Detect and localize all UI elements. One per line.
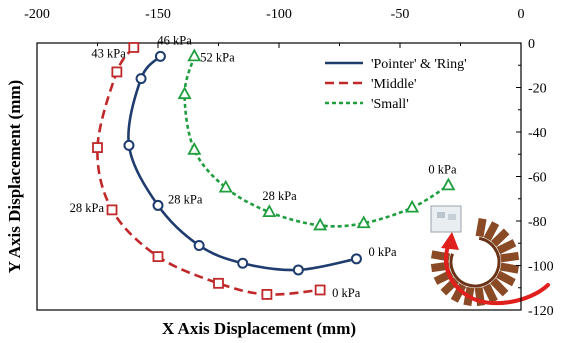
data-point — [314, 284, 326, 296]
actuator-segment — [490, 228, 510, 247]
pressure-label: 0 kPa — [332, 286, 361, 300]
data-point — [313, 217, 328, 231]
legend-entry: 'Middle' — [371, 77, 417, 92]
data-point — [350, 253, 362, 265]
actuator-photo — [430, 205, 550, 307]
y-tick-label: 0 — [528, 37, 535, 52]
actuator-segment — [482, 283, 498, 304]
y-tick-label: -40 — [528, 126, 547, 141]
legend-entry: 'Small' — [371, 97, 409, 112]
y-tick-label: -120 — [528, 304, 554, 319]
actuator-segment — [499, 262, 520, 274]
actuator-base-block — [430, 205, 462, 233]
y-tick-label: -80 — [528, 215, 547, 230]
legend-entry: 'Pointer' & 'Ring' — [371, 57, 467, 72]
x-tick-label: -150 — [145, 7, 171, 22]
data-point — [154, 50, 166, 62]
actuator-segment — [496, 239, 517, 255]
y-tick-label: -60 — [528, 171, 547, 186]
x-tick-label: -100 — [266, 7, 292, 22]
pressure-label: 46 kPa — [157, 33, 192, 47]
red-arrow-head — [441, 232, 459, 250]
data-point — [218, 179, 233, 193]
series-line — [127, 55, 357, 272]
data-point — [135, 73, 147, 85]
data-point — [237, 257, 249, 269]
data-point — [193, 239, 205, 251]
data-point — [106, 204, 118, 216]
series-line — [96, 46, 321, 296]
data-point — [187, 141, 202, 155]
actuator-segment — [450, 283, 467, 303]
pressure-label: 0 kPa — [368, 245, 397, 259]
data-point — [441, 177, 456, 191]
data-point — [92, 142, 103, 153]
data-point — [111, 66, 123, 78]
pressure-label: 43 kPa — [91, 46, 126, 60]
x-tick-label: -200 — [24, 7, 50, 22]
data-point — [262, 204, 277, 217]
actuator-segment — [490, 277, 509, 297]
data-point — [177, 86, 192, 100]
pressure-label: 0 kPa — [428, 162, 457, 176]
y-tick-label: -20 — [528, 82, 547, 97]
data-point — [187, 48, 202, 62]
pressure-label: 52 kPa — [200, 50, 235, 64]
y-axis-title: Y Axis Displacement (mm) — [5, 80, 24, 273]
actuator-base-detail — [448, 214, 456, 220]
pressure-label: 28 kPa — [70, 201, 105, 215]
data-point — [405, 199, 420, 213]
x-tick-label: 0 — [518, 7, 525, 22]
actuator-segment — [483, 221, 500, 241]
data-point — [292, 264, 304, 276]
pressure-label: 28 kPa — [262, 189, 297, 203]
data-point — [356, 215, 371, 229]
y-tick-label: -100 — [528, 260, 554, 275]
red-curved-arrow — [444, 238, 550, 306]
actuator-base-detail — [437, 212, 445, 218]
pressure-label: 28 kPa — [168, 192, 203, 206]
actuator-segment — [500, 251, 520, 263]
data-point — [152, 251, 164, 263]
x-axis-title: X Axis Displacement (mm) — [162, 319, 356, 338]
data-point — [261, 289, 273, 300]
data-point — [152, 199, 164, 211]
data-point — [128, 42, 140, 53]
data-point — [213, 277, 224, 289]
data-point — [123, 139, 135, 151]
x-tick-label: -50 — [391, 7, 410, 22]
actuator-segment — [496, 270, 516, 287]
actuator-inner-arc — [449, 236, 501, 288]
actuator-segment — [475, 217, 487, 238]
